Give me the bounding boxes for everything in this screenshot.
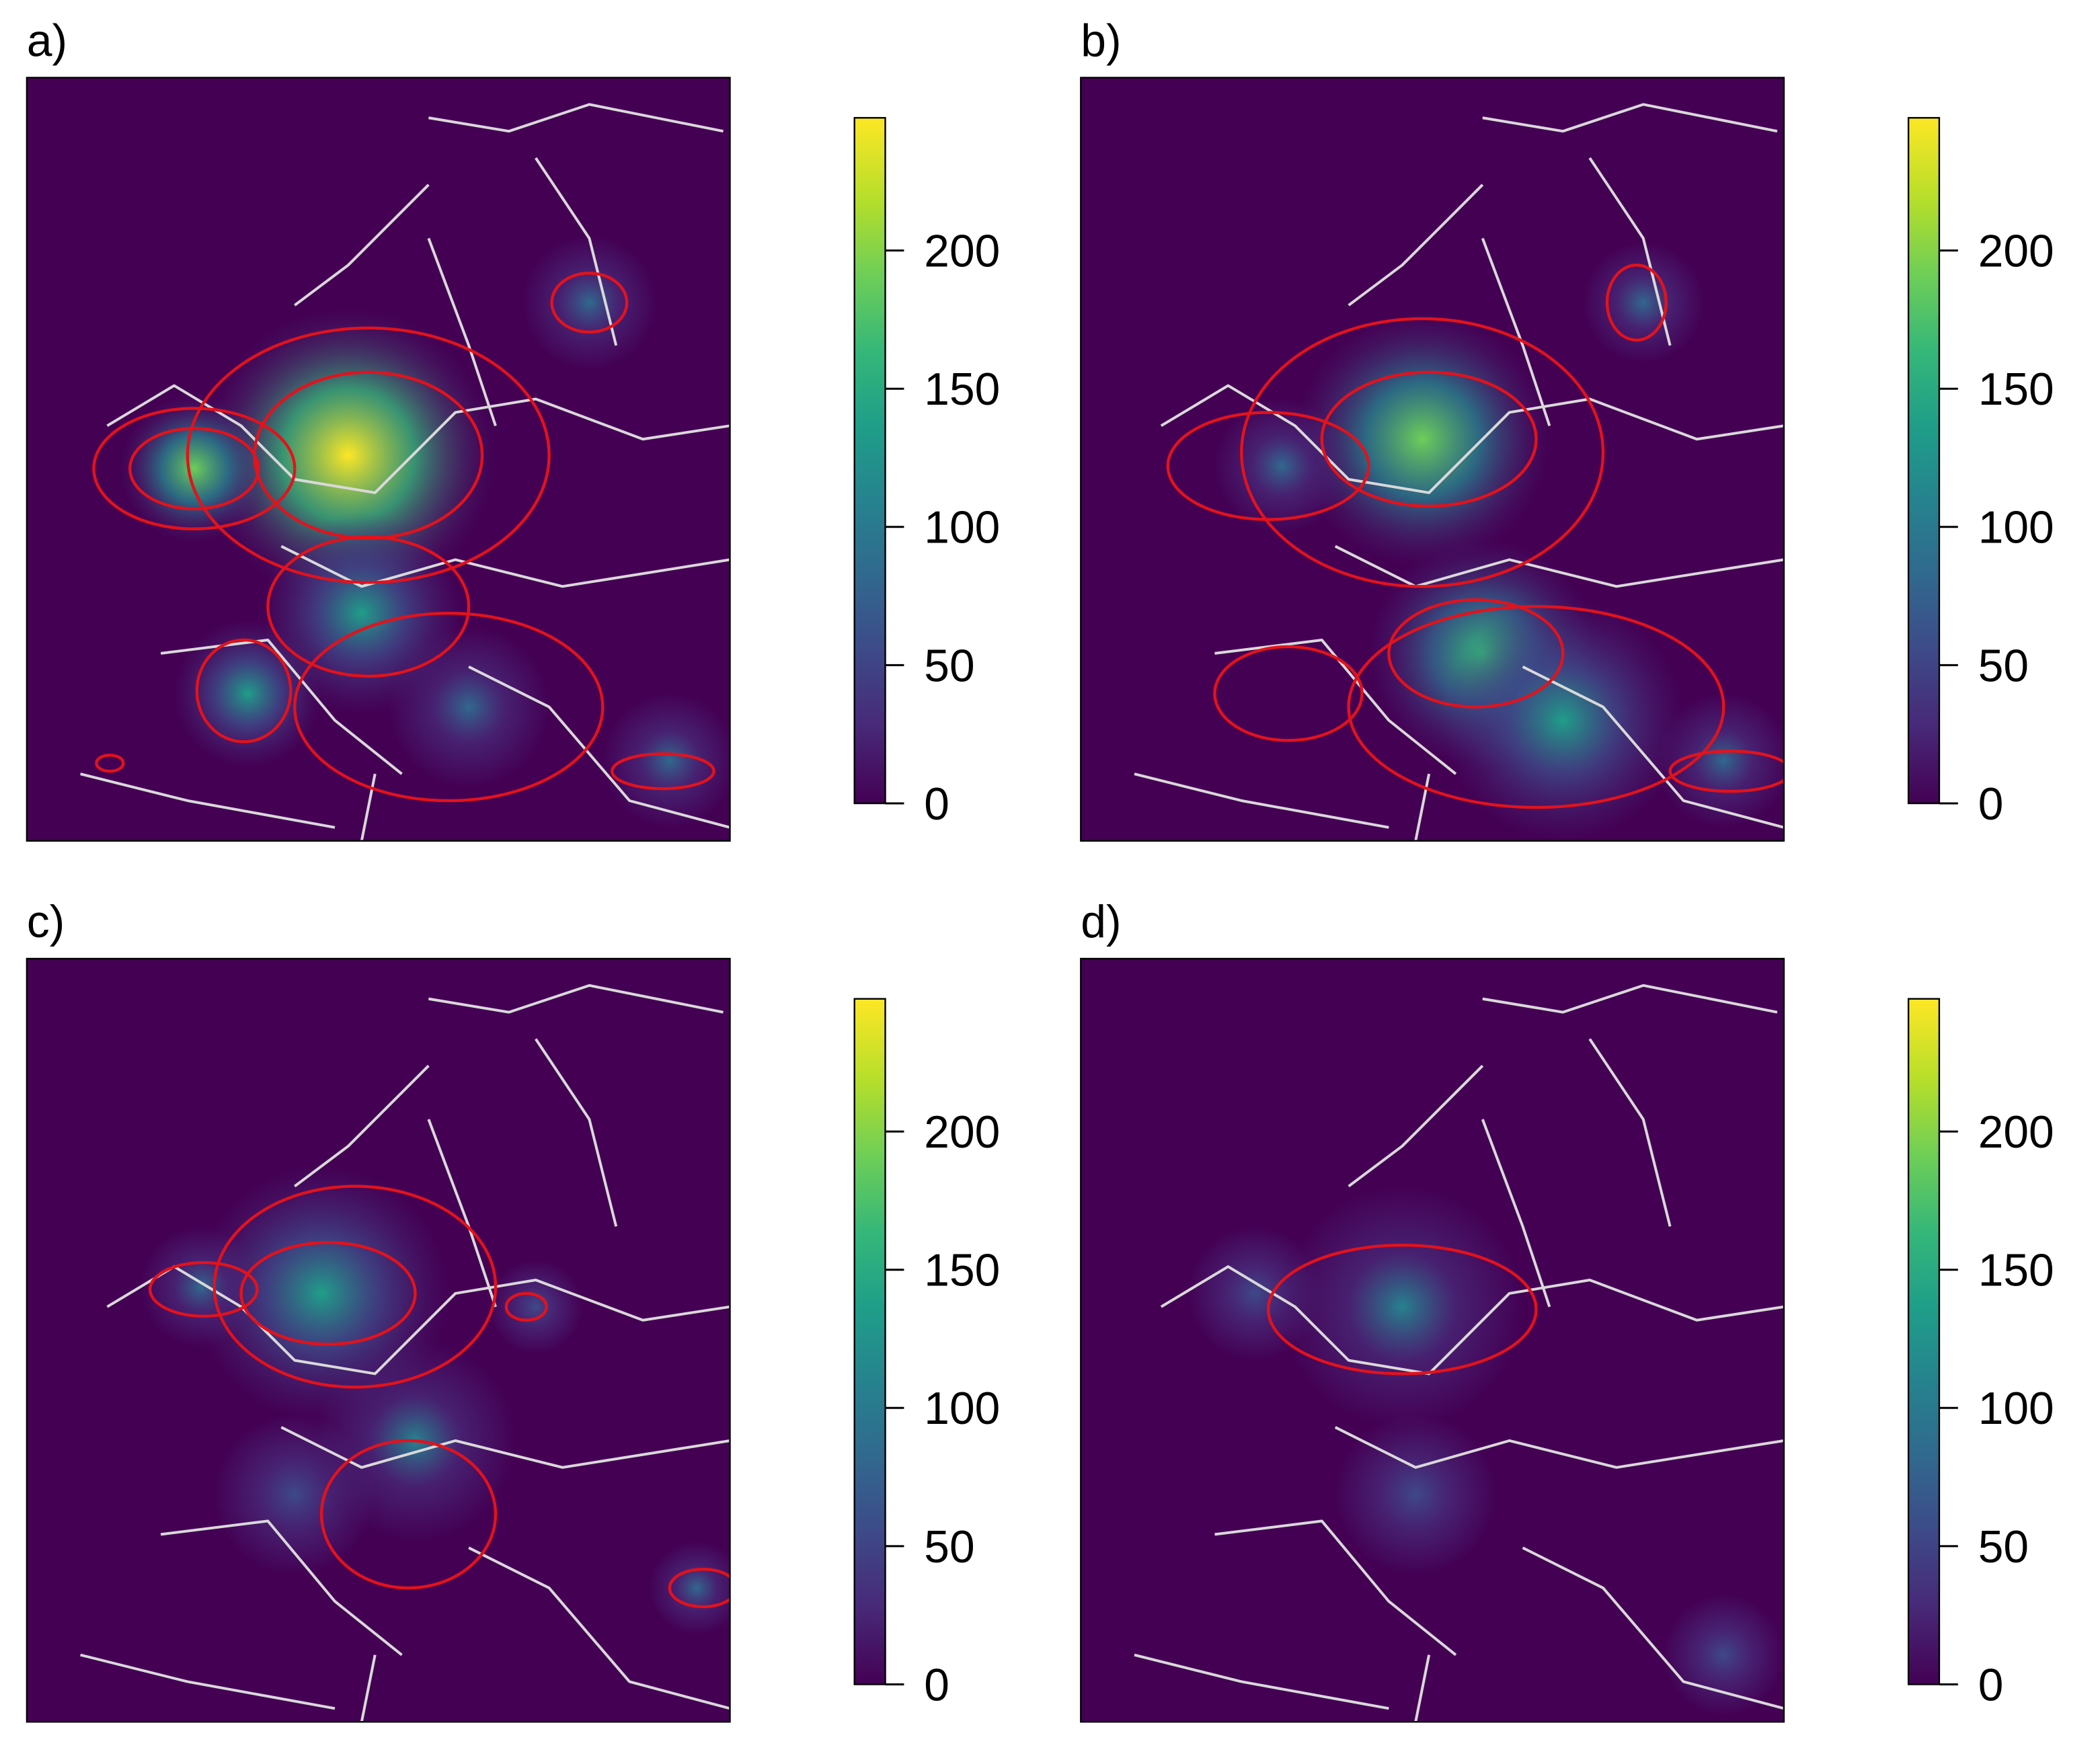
panel: b) 0 50 100 150 200 (1080, 16, 2054, 842)
colorbar-tick-label: 50 (1978, 1522, 2029, 1572)
colorbar-tick-label: 0 (924, 1660, 949, 1710)
colorbar-tick-label: 100 (1978, 1384, 2054, 1434)
density-blob (1335, 1414, 1496, 1575)
density-blob (1583, 242, 1704, 363)
density-blob (120, 395, 268, 543)
panel-label: a) (27, 16, 67, 67)
contour (1668, 750, 1784, 793)
panel-label: b) (1081, 16, 1121, 67)
density-blob (522, 235, 656, 370)
contour (1266, 1244, 1538, 1375)
colorbar-tick-label: 0 (1978, 1660, 2004, 1710)
colorbar (853, 998, 886, 1685)
colorbar-tick-label: 200 (1978, 1107, 2054, 1158)
density-blob (1214, 399, 1349, 533)
contour (186, 326, 551, 584)
density-blob (1188, 1226, 1322, 1361)
density-blob (141, 1226, 262, 1347)
colorbar-tick-label: 150 (1978, 1246, 2054, 1296)
contour (293, 611, 605, 803)
contour (611, 752, 715, 791)
contour (1240, 317, 1605, 588)
density-blob (1294, 312, 1550, 567)
panel: d) 0 50 100 150 200 (1080, 897, 2054, 1723)
colorbar-tick-label: 100 (924, 1384, 1000, 1434)
contour (148, 1261, 259, 1318)
contour (550, 272, 629, 334)
colorbar-tick-label: 0 (1978, 779, 2004, 830)
density-blob (1663, 1595, 1784, 1716)
contour (1320, 370, 1538, 508)
colorbar (1907, 998, 1941, 1685)
contour (504, 1291, 548, 1322)
density-blob (1442, 600, 1684, 841)
map-frame (1080, 957, 1785, 1723)
contour (1213, 645, 1364, 742)
map-frame (26, 957, 731, 1723)
colorbar-tick-label: 50 (924, 1522, 974, 1572)
colorbar (1907, 117, 1941, 805)
density-blob (602, 693, 730, 828)
colorbar-tick-label: 150 (924, 1246, 1000, 1296)
contour (1166, 411, 1370, 521)
panel-label: c) (27, 897, 65, 947)
colorbar-tick-label: 0 (924, 779, 949, 830)
colorbar-tick-label: 100 (1978, 503, 2054, 553)
map (1081, 959, 1784, 1722)
contour (195, 638, 293, 744)
contour (1605, 264, 1668, 342)
map (26, 77, 730, 841)
colorbar-tick-label: 50 (924, 641, 974, 691)
panel: a) 0 50 100 150 200 (26, 16, 1000, 842)
colorbar-tick-label: 200 (924, 227, 1000, 277)
map-frame (1080, 77, 1785, 842)
panel-label: d) (1081, 897, 1121, 947)
contour (1387, 598, 1565, 709)
contour (266, 535, 471, 678)
contour (1347, 605, 1725, 809)
map (1081, 77, 1784, 841)
contour (212, 1185, 498, 1389)
contour (95, 754, 125, 773)
density-blob (489, 1260, 583, 1354)
density-blob (388, 627, 549, 788)
panel: c) 0 50 100 150 200 (26, 897, 1000, 1723)
colorbar-tick-label: 150 (1978, 364, 2054, 415)
contour (239, 1241, 417, 1346)
contour (128, 427, 260, 511)
map (26, 959, 730, 1722)
colorbar (853, 117, 886, 805)
contour (319, 1439, 498, 1590)
density-blob (650, 1541, 730, 1635)
map-frame (26, 77, 731, 842)
density-blob (1656, 693, 1784, 828)
colorbar-tick-label: 200 (924, 1107, 1000, 1158)
contour (92, 407, 297, 530)
colorbar-tick-label: 200 (1978, 227, 2054, 277)
contour (668, 1567, 730, 1609)
colorbar-tick-label: 50 (1978, 641, 2029, 691)
colorbar-tick-label: 150 (924, 364, 1000, 415)
colorbar-tick-label: 100 (924, 503, 1000, 553)
density-blob (214, 1414, 375, 1575)
